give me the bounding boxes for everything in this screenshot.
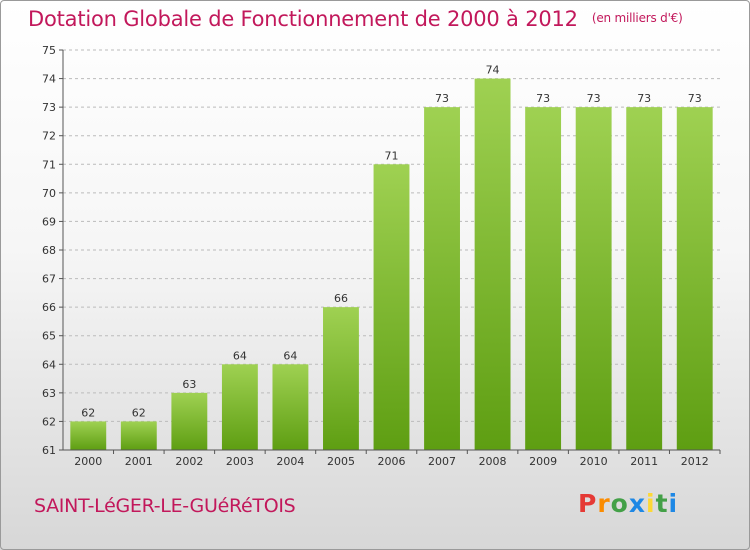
bar (373, 164, 410, 451)
y-tick-label: 74 (42, 73, 56, 86)
bars: 62 62 63 64 64 66 71 73 74 73 73 73 73 (70, 64, 713, 451)
y-tick-label: 72 (42, 130, 56, 143)
data-label: 73 (435, 92, 449, 105)
data-label: 71 (385, 149, 399, 162)
y-tick-label: 69 (42, 215, 56, 228)
logo-letter: P (578, 489, 598, 518)
chart-title-text: Dotation Globale de Fonctionnement de 20… (28, 7, 578, 31)
y-tick-label: 63 (42, 387, 56, 400)
y-tick-label: 75 (42, 44, 56, 57)
data-label: 73 (587, 92, 601, 105)
y-tick-label: 68 (42, 244, 56, 257)
bar (70, 421, 107, 450)
data-label: 64 (233, 349, 247, 362)
proxiti-logo[interactable]: Proxiti (578, 489, 678, 518)
bar (626, 107, 663, 451)
y-tick-label: 65 (42, 330, 56, 343)
logo-letter: r (597, 489, 611, 518)
logo-letter: t (655, 489, 669, 518)
logo-letter: o (610, 489, 629, 518)
x-tick-label: 2006 (378, 455, 406, 468)
y-tick-label: 70 (42, 187, 56, 200)
y-tick-label: 64 (42, 358, 56, 371)
bar (424, 107, 460, 451)
x-tick-label: 2002 (175, 455, 203, 468)
chart-title: Dotation Globale de Fonctionnement de 20… (28, 7, 683, 31)
bar (575, 107, 612, 451)
bar (323, 307, 359, 450)
data-label: 73 (637, 92, 651, 105)
data-label: 74 (486, 64, 500, 77)
data-label: 66 (334, 292, 348, 305)
x-tick-label: 2007 (428, 455, 456, 468)
chart-unit: (en milliers d'€) (591, 11, 683, 25)
y-tick-label: 61 (42, 444, 56, 457)
data-label: 64 (283, 349, 297, 362)
x-tick-label: 2003 (226, 455, 254, 468)
x-tick-label: 2011 (630, 455, 658, 468)
commune-name: SAINT-LéGER-LE-GUéRéTOIS (34, 495, 296, 517)
logo-letter: i (668, 489, 679, 518)
y-tick-label: 71 (42, 158, 56, 171)
data-label: 62 (132, 406, 146, 419)
x-tick-label: 2012 (681, 455, 709, 468)
data-label: 73 (688, 92, 702, 105)
data-label: 62 (81, 406, 95, 419)
data-label: 63 (182, 378, 196, 391)
y-tick-label: 73 (42, 101, 56, 114)
bar (474, 78, 511, 451)
bar (272, 364, 309, 450)
x-tick-label: 2005 (327, 455, 355, 468)
y-tick-label: 67 (42, 273, 56, 286)
axes: 61 62 63 64 65 66 67 68 69 70 71 72 73 74 75 2000 2001 20… (42, 44, 721, 468)
bar (676, 107, 713, 451)
x-tick-label: 2004 (276, 455, 304, 468)
x-tick-label: 2001 (125, 455, 153, 468)
bar (525, 107, 562, 451)
bar (221, 364, 258, 450)
bar (120, 421, 157, 450)
data-label: 73 (536, 92, 550, 105)
y-tick-label: 66 (42, 301, 56, 314)
x-tick-label: 2000 (74, 455, 102, 468)
y-tick-label: 62 (42, 415, 56, 428)
x-tick-label: 2010 (580, 455, 608, 468)
logo-letter: i (646, 489, 656, 518)
x-tick-label: 2009 (529, 455, 557, 468)
bar (171, 392, 208, 450)
logo-letter: x (628, 489, 646, 518)
x-tick-label: 2008 (479, 455, 507, 468)
